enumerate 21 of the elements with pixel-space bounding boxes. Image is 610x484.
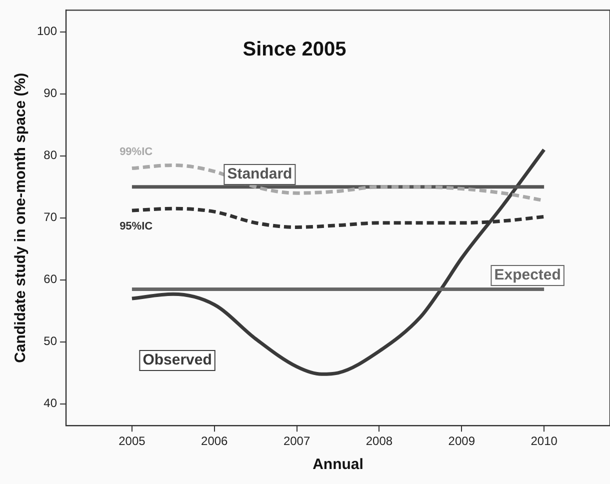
x-axis-title: Annual xyxy=(312,456,364,474)
series-label: 99%IC xyxy=(120,146,153,158)
series-label: Standard xyxy=(227,166,292,183)
y-tick-label: 60 xyxy=(44,272,58,286)
text: Observed xyxy=(142,352,212,369)
x-tick-label: 2009 xyxy=(448,434,476,448)
y-tick-label: 50 xyxy=(44,334,58,348)
x-tick-label: 2007 xyxy=(283,434,310,448)
y-tick-label: 100 xyxy=(36,24,58,38)
x-tick-label: 2010 xyxy=(530,434,558,448)
x-tick-label: 2005 xyxy=(118,434,146,448)
x-tick-label: 2008 xyxy=(366,434,393,448)
text: Since 2005 xyxy=(242,38,346,61)
series-label: Expected xyxy=(494,266,561,284)
y-axis-title: Candidate study in one-month space (%) xyxy=(12,72,30,363)
y-tick-label: 90 xyxy=(44,86,58,100)
y-tick-label: 80 xyxy=(44,148,58,162)
y-tick-label: 40 xyxy=(44,396,58,410)
series-label: 95%IC xyxy=(120,220,153,233)
y-tick-label: 70 xyxy=(44,210,58,224)
x-tick-label: 2006 xyxy=(201,434,228,448)
